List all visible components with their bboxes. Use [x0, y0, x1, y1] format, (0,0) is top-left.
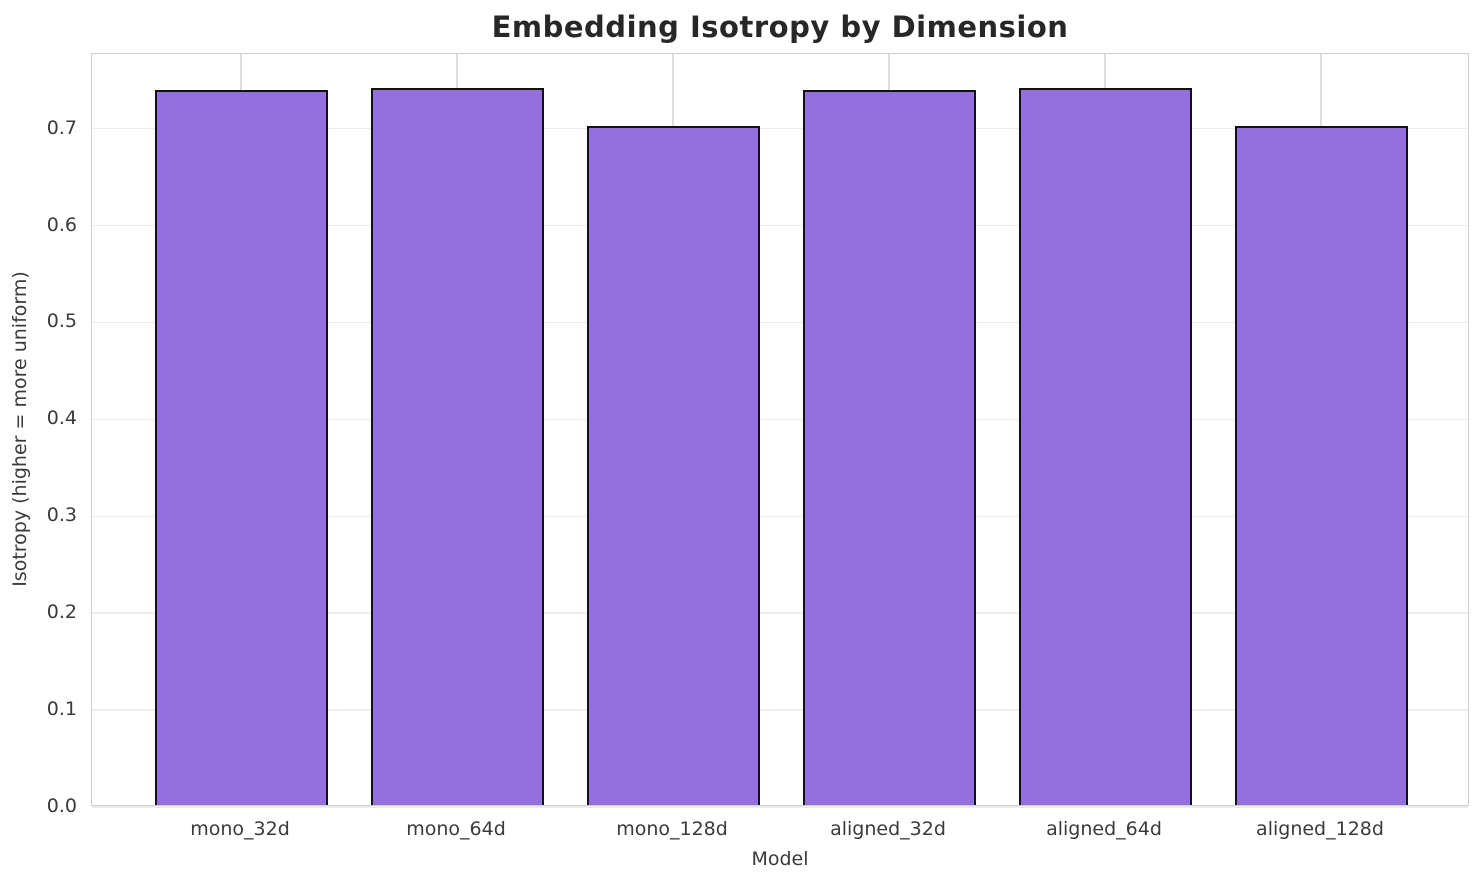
horizontal-gridline — [92, 515, 1468, 518]
y-tick-label-0.7: 0.7 — [46, 116, 77, 139]
y-tick-label-0.6: 0.6 — [46, 213, 77, 236]
y-tick-label-0.1: 0.1 — [46, 698, 77, 721]
bar-aligned_128d — [1234, 125, 1408, 805]
plot-area — [91, 53, 1469, 808]
x-tick-label-mono_64d: mono_64d — [406, 818, 506, 840]
x-tick-label-aligned_128d: aligned_128d — [1256, 818, 1384, 840]
y-tick-label-0.3: 0.3 — [46, 504, 77, 527]
x-tick-label-mono_32d: mono_32d — [190, 818, 290, 840]
horizontal-gridline — [92, 709, 1468, 711]
x-tick-label-aligned_32d: aligned_32d — [830, 818, 946, 840]
y-tick-label-0.4: 0.4 — [46, 407, 77, 430]
bar-mono_64d — [370, 87, 544, 805]
bar-aligned_64d — [1018, 87, 1192, 805]
horizontal-gridline — [92, 127, 1468, 130]
chart-title: Embedding Isotropy by Dimension — [491, 10, 1069, 44]
x-tick-label-aligned_64d: aligned_64d — [1046, 818, 1162, 840]
horizontal-gridline — [92, 612, 1468, 614]
bar-mono_128d — [586, 125, 760, 805]
horizontal-gridline — [92, 224, 1468, 227]
horizontal-gridline — [92, 806, 1468, 808]
x-axis-label: Model — [751, 848, 809, 870]
y-tick-label-0.0: 0.0 — [46, 795, 77, 817]
horizontal-gridline — [92, 321, 1468, 324]
bar-aligned_32d — [802, 89, 976, 805]
y-axis-label: Isotropy (higher = more uniform) — [9, 271, 31, 587]
x-tick-label-mono_128d: mono_128d — [616, 818, 728, 840]
horizontal-gridline — [92, 418, 1468, 421]
y-tick-label-0.5: 0.5 — [46, 310, 77, 333]
bar-mono_32d — [154, 89, 328, 805]
y-tick-label-0.2: 0.2 — [46, 601, 77, 624]
